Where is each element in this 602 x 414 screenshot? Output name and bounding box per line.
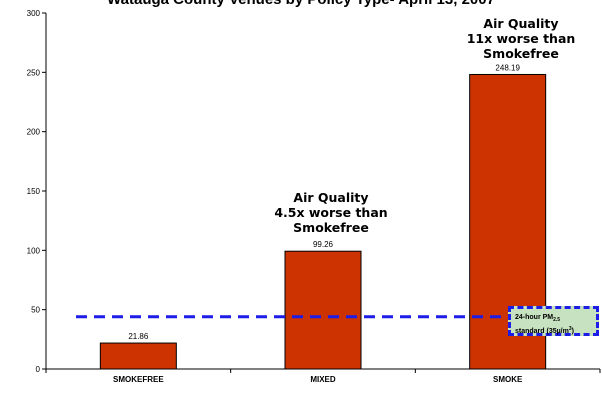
x-axis: SMOKEFREE MIXED SMOKE bbox=[45, 368, 601, 384]
y-tick-label: 150 bbox=[27, 187, 41, 196]
standard-label-line2: standard (35µ/m bbox=[515, 328, 569, 335]
annotation-text: Air Quality bbox=[483, 16, 558, 31]
annotation-text: Smokefree bbox=[483, 46, 559, 61]
x-category-label: MIXED bbox=[310, 375, 336, 384]
y-tick-label: 0 bbox=[36, 365, 41, 374]
annotation-text: 11x worse than bbox=[467, 31, 576, 46]
annotation-text: Air Quality bbox=[293, 190, 368, 205]
bar-value-label: 248.19 bbox=[495, 63, 520, 72]
chart-title: Watauga County Venues by Policy Type- Ap… bbox=[107, 0, 495, 8]
y-tick-label: 250 bbox=[27, 68, 41, 77]
x-category-label: SMOKE bbox=[493, 375, 523, 384]
y-axis: 0 50 100 150 200 250 300 bbox=[27, 9, 47, 374]
annotation-text: 4.5x worse than bbox=[274, 205, 387, 220]
standard-label-box: 24-hour PM2.5 standard (35µ/m3) bbox=[508, 306, 599, 336]
standard-label-sub: 2.5 bbox=[553, 317, 561, 323]
y-tick-label: 300 bbox=[27, 9, 41, 18]
standard-label-prefix: 24-hour PM bbox=[515, 314, 554, 321]
y-tick-label: 50 bbox=[31, 306, 40, 315]
bar-value-label: 99.26 bbox=[313, 240, 334, 249]
y-tick-label: 100 bbox=[27, 246, 41, 255]
standard-label-sup: 3 bbox=[568, 326, 572, 332]
y-tick-label: 200 bbox=[27, 128, 41, 137]
bar bbox=[284, 250, 362, 370]
bar-value-label: 21.86 bbox=[128, 332, 149, 341]
standard-label-suffix: ) bbox=[571, 328, 574, 335]
x-category-label: SMOKEFREE bbox=[113, 375, 164, 384]
bar bbox=[99, 342, 177, 370]
annotation-text: Smokefree bbox=[293, 220, 369, 235]
